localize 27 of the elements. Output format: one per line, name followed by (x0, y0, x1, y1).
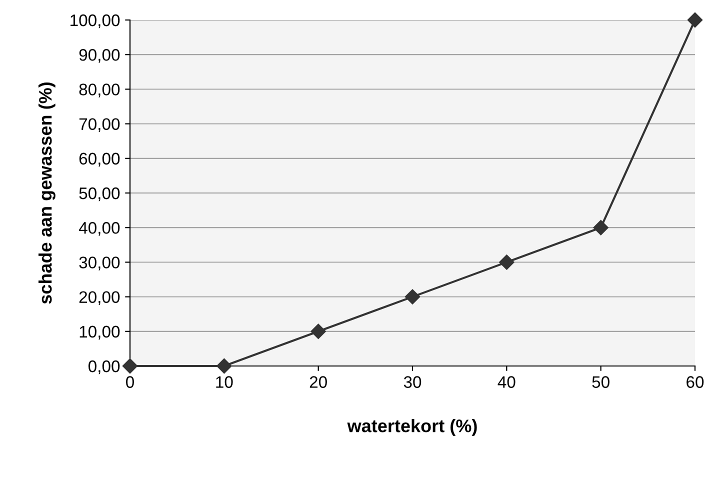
y-tick-label: 30,00 (79, 256, 120, 270)
y-tick-label: 10,00 (80, 326, 120, 340)
x-tick-label: 30 (404, 376, 422, 388)
y-tick-label: 80,00 (79, 84, 120, 98)
x-axis-title: watertekort (%) (347, 419, 477, 436)
y-tick-label: 70,00 (79, 118, 120, 132)
point (499, 254, 514, 270)
y-tick-label: 60,00 (79, 152, 120, 167)
x-tick-label: 40 (498, 376, 516, 388)
x-tick-label: 60 (686, 376, 704, 388)
point (404, 289, 420, 304)
x-tick-label: 20 (310, 376, 327, 388)
point (216, 358, 232, 374)
point (122, 358, 138, 374)
point (310, 324, 326, 339)
y-tick-label: 90,00 (79, 49, 120, 63)
point (593, 220, 608, 236)
y-tick-label: 20,00 (79, 291, 120, 305)
y-tick-label: 40,00 (78, 222, 120, 236)
y-axis-title: schade aan gewassen (%) (38, 82, 56, 304)
y-tick-label: 50,00 (79, 187, 120, 202)
y-tick-label: 100,00 (70, 14, 120, 28)
y-tick-label: 0,00 (88, 360, 120, 374)
point (687, 12, 703, 28)
x-tick-label: 0 (126, 376, 134, 388)
x-tick-label: 50 (592, 376, 610, 388)
x-tick-label: 10 (216, 376, 233, 388)
